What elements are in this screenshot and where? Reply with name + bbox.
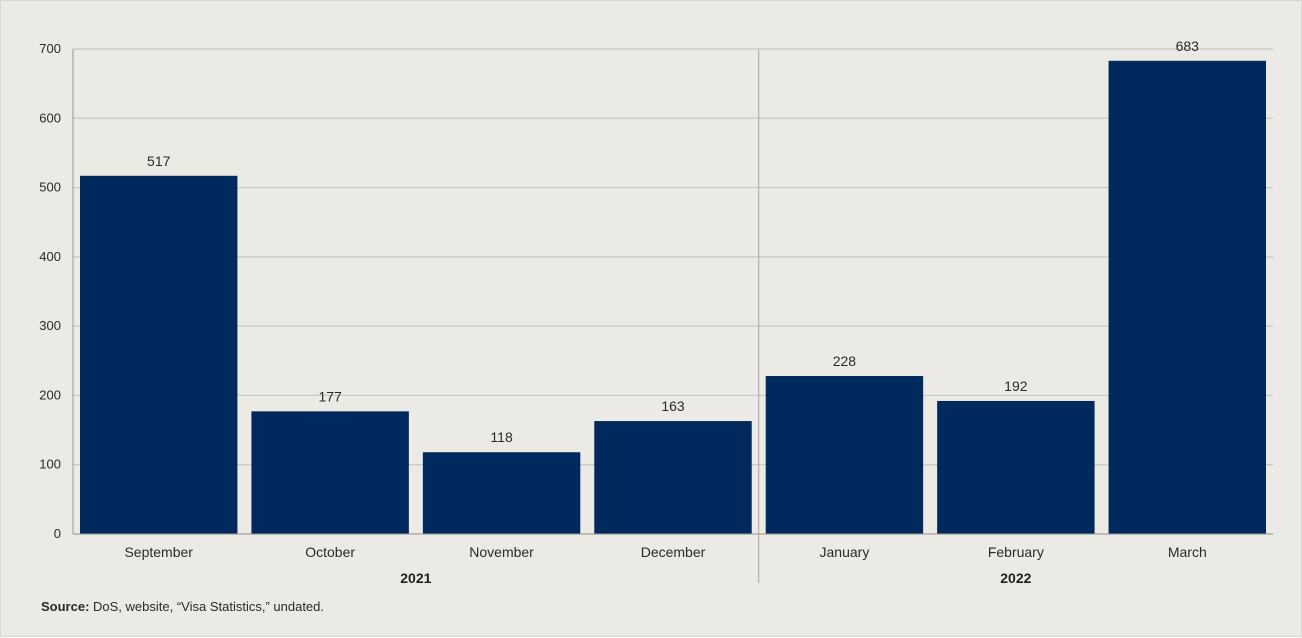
bar <box>422 452 581 534</box>
x-tick-label: September <box>124 544 193 560</box>
y-tick-label: 100 <box>39 457 61 472</box>
y-tick-label: 0 <box>54 526 61 541</box>
data-label: 192 <box>1004 378 1028 394</box>
data-label: 683 <box>1176 38 1200 54</box>
bar <box>765 376 924 534</box>
y-tick-label: 300 <box>39 318 61 333</box>
x-tick-label: February <box>988 544 1044 560</box>
source-note: Source: DoS, website, “Visa Statistics,”… <box>41 599 324 614</box>
y-tick-label: 400 <box>39 249 61 264</box>
bar <box>594 421 752 534</box>
x-tick-label: March <box>1168 544 1207 560</box>
data-label: 118 <box>490 429 513 445</box>
group-label: 2022 <box>1000 570 1031 586</box>
y-tick-label: 600 <box>39 110 61 125</box>
y-tick-label: 700 <box>39 41 61 56</box>
source-label: Source: <box>41 599 90 614</box>
x-tick-label: October <box>305 544 355 560</box>
bar <box>1108 60 1266 535</box>
x-tick-label: November <box>469 544 534 560</box>
source-text: DoS, website, “Visa Statistics,” undated… <box>89 599 324 614</box>
y-tick-label: 500 <box>39 180 61 195</box>
bar <box>937 400 1095 534</box>
y-tick-label: 200 <box>39 387 61 402</box>
data-label: 163 <box>661 398 685 414</box>
bar <box>80 175 238 535</box>
group-label: 2021 <box>400 570 431 586</box>
x-tick-label: December <box>641 544 706 560</box>
bar <box>251 411 409 534</box>
x-tick-label: January <box>820 544 870 560</box>
data-label: 517 <box>147 153 171 169</box>
data-label: 228 <box>833 353 857 369</box>
data-label: 177 <box>318 388 342 404</box>
